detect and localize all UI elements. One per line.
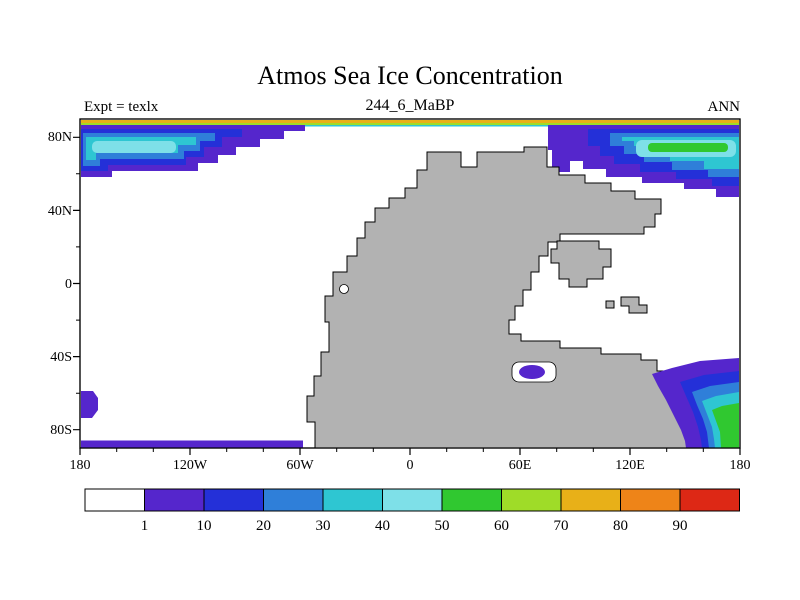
colorbar-segment bbox=[322, 488, 383, 512]
colorbar-tick-label: 20 bbox=[256, 518, 271, 534]
colorbar-tick-label: 70 bbox=[554, 518, 569, 534]
colorbar-segment bbox=[382, 488, 443, 512]
landmass-supercontinent bbox=[306, 146, 689, 449]
ice-coastal-bay-spot bbox=[519, 365, 545, 379]
ice-nw-core-40 bbox=[92, 141, 176, 153]
x-axis-minor-ticks bbox=[116, 448, 704, 452]
ice-sw-bottom-strip bbox=[81, 440, 303, 448]
colorbar-tick-label: 10 bbox=[197, 518, 212, 534]
colorbar-segment bbox=[203, 488, 264, 512]
x-tick-label: 120W bbox=[173, 458, 208, 473]
season-label: ANN bbox=[708, 99, 741, 115]
x-tick-label: 0 bbox=[407, 458, 414, 473]
y-tick-label: 40N bbox=[48, 204, 72, 219]
x-axis-major-ticks bbox=[79, 448, 741, 455]
colorbar-tick-label: 1 bbox=[141, 518, 149, 534]
inland-lake bbox=[339, 284, 349, 294]
colorbar-tick-label: 90 bbox=[673, 518, 688, 534]
colorbar: 1 10 20 30 40 50 60 70 80 90 bbox=[84, 488, 740, 534]
colorbar-segment bbox=[144, 488, 205, 512]
y-tick-label: 80S bbox=[50, 423, 72, 438]
ice-left-edge-patch bbox=[81, 391, 98, 418]
colorbar-tick-label: 80 bbox=[613, 518, 628, 534]
y-axis-minor-ticks bbox=[76, 173, 80, 394]
x-tick-label: 180 bbox=[730, 458, 751, 473]
x-tick-label: 60E bbox=[509, 458, 532, 473]
colorbar-segment bbox=[501, 488, 562, 512]
island-east-1 bbox=[620, 296, 648, 314]
colorbar-tick-label: 40 bbox=[375, 518, 390, 534]
colorbar-segment bbox=[679, 488, 740, 512]
colorbar-segment bbox=[84, 488, 145, 512]
x-tick-label: 120E bbox=[615, 458, 645, 473]
ice-ne-core-50 bbox=[648, 143, 728, 152]
y-axis-major-ticks bbox=[73, 136, 80, 431]
chart-subtitle: 244_6_MaBP bbox=[366, 97, 455, 114]
y-tick-label: 40S bbox=[50, 350, 72, 365]
colorbar-segment bbox=[263, 488, 324, 512]
ice-top-strip-high bbox=[81, 120, 739, 123]
colorbar-segment bbox=[441, 488, 502, 512]
island-east-2 bbox=[605, 300, 615, 309]
y-tick-label: 0 bbox=[65, 277, 72, 292]
colorbar-tick-label: 60 bbox=[494, 518, 509, 534]
chart-title: Atmos Sea Ice Concentration bbox=[257, 61, 562, 90]
y-tick-label: 80N bbox=[48, 130, 72, 145]
colorbar-tick-label: 50 bbox=[435, 518, 450, 534]
island-tethys-interior bbox=[550, 240, 612, 288]
ice-top-strip-mid bbox=[81, 123, 739, 125]
colorbar-segment bbox=[560, 488, 621, 512]
ice-se-core-50 bbox=[712, 403, 739, 448]
colorbar-segment bbox=[620, 488, 681, 512]
x-tick-label: 60W bbox=[286, 458, 314, 473]
x-tick-label: 180 bbox=[70, 458, 91, 473]
colorbar-tick-label: 30 bbox=[316, 518, 331, 534]
ice-top-strip-low bbox=[81, 125, 739, 127]
experiment-label: Expt = texlx bbox=[84, 99, 159, 115]
